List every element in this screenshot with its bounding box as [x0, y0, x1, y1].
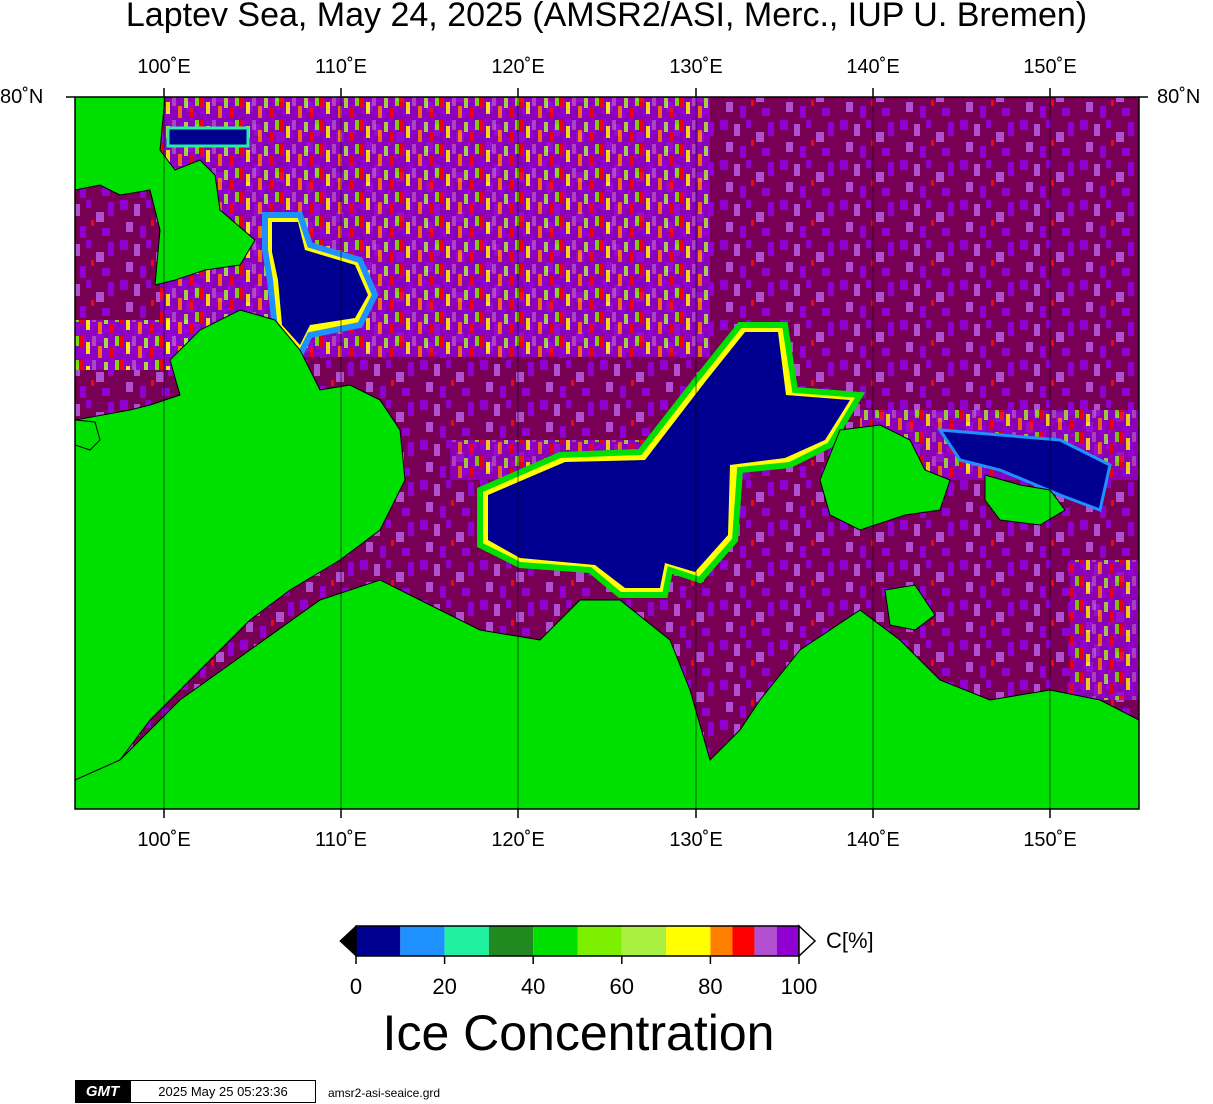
lon-label-bottom: 100˚E	[137, 829, 191, 851]
open-water-polynya	[272, 222, 368, 345]
open-water-polynya	[166, 126, 250, 148]
lat-label-left: 80˚N	[0, 86, 44, 108]
lon-label-top: 150˚E	[1023, 56, 1077, 78]
colorbar-tick-label: 100	[780, 974, 818, 999]
colorbar-swatch-6	[621, 926, 667, 956]
colorbar-title: Ice Concentration	[382, 1005, 775, 1061]
land-kotelny-island	[819, 424, 951, 531]
timestamp-stamp: 2025 May 25 05:23:36	[130, 1080, 316, 1103]
gmt-logo: GMT	[75, 1080, 130, 1103]
lon-label-top: 110˚E	[315, 56, 367, 78]
lon-label-top: 120˚E	[491, 56, 545, 78]
lon-label-bottom: 130˚E	[669, 829, 723, 851]
lon-label-bottom: 120˚E	[491, 829, 545, 851]
lon-label-bottom: 140˚E	[846, 829, 900, 851]
colorbar-tick-label: 60	[609, 974, 635, 999]
colorbar-high-arrow	[798, 924, 817, 958]
land-severnaya-zemlya	[75, 97, 256, 286]
lon-label-top: 100˚E	[137, 56, 191, 78]
colorbar-swatch-8	[710, 926, 733, 956]
open-water-polynya	[937, 428, 1112, 513]
lat-label-right: 80˚N	[1157, 86, 1201, 108]
lon-label-bottom: 110˚E	[315, 829, 367, 851]
land-small-island	[75, 419, 101, 451]
colorbar-swatch-1	[400, 926, 445, 956]
colorbar-swatch-0	[356, 926, 401, 956]
lon-label-top: 140˚E	[846, 56, 900, 78]
colorbar-swatch-7	[666, 926, 711, 956]
axis-ticks	[66, 88, 1148, 818]
colorbar-tick-label: 20	[432, 974, 457, 999]
map-title: Laptev Sea, May 24, 2025 (AMSR2/ASI, Mer…	[125, 0, 1088, 34]
lon-label-bottom: 150˚E	[1023, 829, 1077, 851]
marginal-ice-band	[1070, 560, 1139, 700]
grid-file-label: amsr2-asi-seaice.grd	[328, 1086, 441, 1100]
colorbar-low-arrow	[339, 924, 357, 958]
colorbar-swatch-9	[732, 926, 755, 956]
colorbar-swatch-11	[776, 926, 799, 956]
lon-label-top: 130˚E	[669, 56, 723, 78]
colorbar-swatch-10	[754, 926, 777, 956]
colorbar-unit-label: C[%]	[826, 928, 874, 953]
map-frame	[74, 96, 1140, 810]
open-water-polynya	[488, 332, 850, 588]
colorbar-swatch-5	[577, 926, 622, 956]
land-taymyr	[75, 309, 406, 781]
colorbar-tick-label: 40	[520, 974, 546, 999]
colorbar-tick-label: 0	[349, 974, 363, 999]
colorbar-swatch-2	[444, 926, 489, 956]
colorbar	[339, 924, 817, 964]
land-new-siberian-island	[984, 474, 1066, 526]
colorbar-swatch-3	[488, 926, 534, 956]
colorbar-tick-label: 80	[698, 974, 723, 999]
colorbar-swatch-4	[533, 926, 578, 956]
land-small-island	[884, 584, 936, 631]
